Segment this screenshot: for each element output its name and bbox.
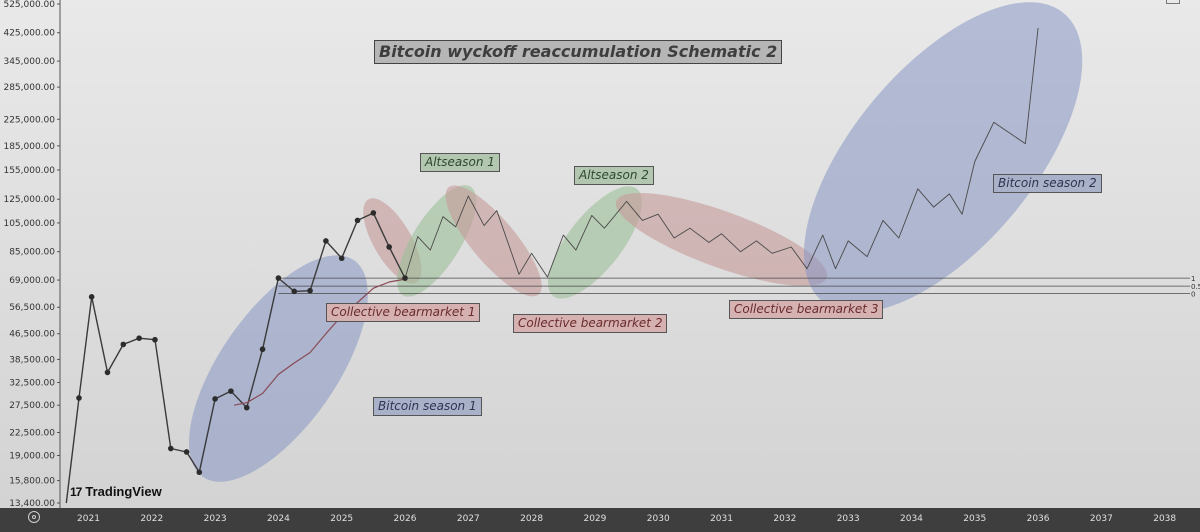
tradingview-watermark: 17 TradingView <box>70 484 162 499</box>
price-point-marker[interactable] <box>167 445 174 452</box>
y-tick-label: 19,000.00 <box>9 451 55 461</box>
price-point-marker[interactable] <box>120 341 127 348</box>
annotation-altseason-2: Altseason 2 <box>574 166 654 185</box>
x-tick-label: 2030 <box>647 514 670 524</box>
x-tick-label: 2032 <box>773 514 796 524</box>
price-point-marker[interactable] <box>402 275 408 281</box>
x-tick-label: 2028 <box>520 514 543 524</box>
price-point-marker[interactable] <box>370 210 377 216</box>
marker-layer <box>76 210 408 476</box>
annotation-altseason-1: Altseason 1 <box>420 153 500 172</box>
level-label-0: 0 <box>1191 291 1195 299</box>
y-tick-label: 32,500.00 <box>9 378 55 388</box>
price-point-marker[interactable] <box>307 287 313 294</box>
level-layer: 10.50 <box>278 275 1200 299</box>
y-tick-label: 525,000.00 <box>3 0 55 10</box>
y-tick-label: 285,000.00 <box>3 83 55 93</box>
annotation-bitcoin-season-2: Bitcoin season 2 <box>993 174 1102 193</box>
x-tick-label: 2026 <box>394 514 417 524</box>
y-tick-label: 27,500.00 <box>9 401 55 411</box>
price-point-marker[interactable] <box>291 288 298 295</box>
y-tick-label: 15,800.00 <box>9 477 55 487</box>
x-tick-label: 2036 <box>1027 514 1050 524</box>
zone-ellipse-1 <box>189 255 368 482</box>
y-tick-label: 345,000.00 <box>3 57 55 67</box>
level-label-0.5: 0.5 <box>1191 283 1200 291</box>
price-point-marker[interactable] <box>259 346 266 353</box>
x-tick-label: 2035 <box>963 514 986 524</box>
zone-ellipse-6 <box>615 192 828 286</box>
y-tick-label: 425,000.00 <box>3 29 55 39</box>
annotation-bitcoin-season-1: Bitcoin season 1 <box>373 397 482 416</box>
zone-ellipse-5 <box>547 186 642 299</box>
panel-icon[interactable] <box>1166 0 1180 4</box>
price-point-marker[interactable] <box>354 217 361 224</box>
x-axis-band <box>0 508 1200 532</box>
settings-icon[interactable] <box>28 511 40 523</box>
chart-title: Bitcoin wyckoff reaccumulation Schematic… <box>374 40 783 64</box>
price-point-marker[interactable] <box>228 388 234 394</box>
level-label-1: 1 <box>1191 275 1195 283</box>
price-point-marker[interactable] <box>76 395 82 401</box>
price-point-marker[interactable] <box>323 238 329 244</box>
y-tick-label: 22,500.00 <box>9 428 55 438</box>
y-tick-label: 105,000.00 <box>3 219 55 229</box>
price-point-marker[interactable] <box>104 369 111 376</box>
tradingview-logo-icon: 17 <box>70 484 82 499</box>
y-tick-label: 185,000.00 <box>3 142 55 152</box>
zone-ellipse-4 <box>445 185 542 297</box>
y-tick-label: 69,000.00 <box>9 276 55 286</box>
annotation-collective-bearmarket-1: Collective bearmarket 1 <box>326 303 481 322</box>
zone-layer <box>189 2 1083 482</box>
price-point-marker[interactable] <box>152 336 158 343</box>
series-line-moving-average <box>233 278 406 406</box>
x-tick-label: 2022 <box>140 514 163 524</box>
price-point-marker[interactable] <box>212 396 218 402</box>
x-tick-label: 2038 <box>1153 514 1176 524</box>
y-tick-label: 225,000.00 <box>3 115 55 125</box>
x-tick-label: 2027 <box>457 514 480 524</box>
x-tick-label: 2031 <box>710 514 733 524</box>
price-point-marker[interactable] <box>183 449 190 455</box>
x-tick-label: 2023 <box>204 514 227 524</box>
y-tick-label: 38,500.00 <box>9 355 55 365</box>
annotation-collective-bearmarket-3: Collective bearmarket 3 <box>729 300 884 319</box>
x-tick-label: 2021 <box>77 514 100 524</box>
x-tick-label: 2037 <box>1090 514 1113 524</box>
annotation-collective-bearmarket-2: Collective bearmarket 2 <box>513 314 668 333</box>
y-tick-label: 13,400.00 <box>9 499 55 509</box>
price-point-marker[interactable] <box>136 335 142 342</box>
y-tick-label: 85,000.00 <box>9 248 55 258</box>
x-tick-label: 2025 <box>330 514 353 524</box>
x-tick-label: 2029 <box>583 514 606 524</box>
price-point-marker[interactable] <box>243 404 250 411</box>
price-point-marker[interactable] <box>196 469 203 476</box>
y-tick-label: 46,500.00 <box>9 330 55 340</box>
price-point-marker[interactable] <box>275 275 282 281</box>
y-tick-label: 155,000.00 <box>3 166 55 176</box>
price-point-marker[interactable] <box>386 244 392 250</box>
x-tick-label: 2024 <box>267 514 290 524</box>
series-line-projection <box>404 27 1039 279</box>
price-point-marker[interactable] <box>88 294 95 300</box>
y-tick-label: 56,500.00 <box>9 303 55 313</box>
price-point-marker[interactable] <box>338 255 345 262</box>
zone-ellipse-7 <box>803 2 1083 313</box>
y-tick-label: 125,000.00 <box>3 195 55 205</box>
tradingview-watermark-label: TradingView <box>85 484 162 499</box>
x-tick-label: 2034 <box>900 514 923 524</box>
x-tick-label: 2033 <box>837 514 860 524</box>
